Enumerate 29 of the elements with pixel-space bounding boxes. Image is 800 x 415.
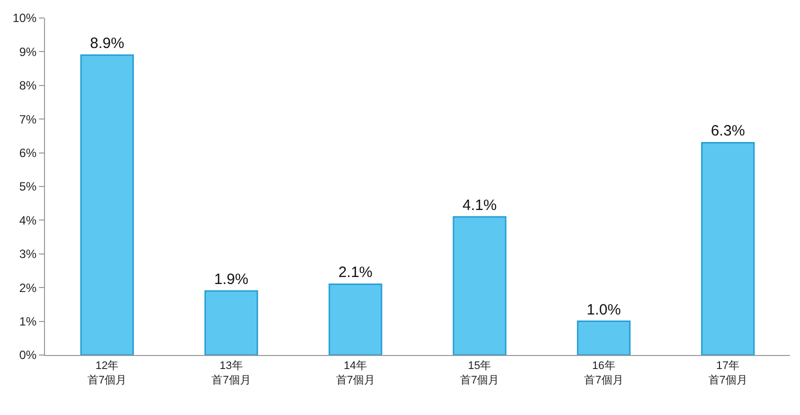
data-label: 1.9%	[214, 270, 248, 288]
y-tick-label: 0%	[19, 348, 37, 362]
bar	[576, 320, 631, 355]
bar	[204, 290, 258, 355]
x-tick-label: 14年首7個月	[336, 360, 375, 386]
data-label: 8.9%	[90, 35, 124, 52]
data-label: 6.3%	[710, 122, 746, 140]
bar	[328, 283, 382, 355]
x-tick-label: 15年首7個月	[460, 360, 500, 386]
y-tick-label: 4%	[19, 213, 37, 228]
y-tick-label: 8%	[19, 78, 37, 93]
x-tick-label: 12年首7個月	[88, 360, 127, 386]
data-label: 2.1%	[338, 264, 373, 282]
y-tick-label: 7%	[19, 112, 37, 126]
bar	[452, 216, 506, 355]
x-tick-label: 13年首7個月	[212, 360, 251, 386]
y-tick-label: 6%	[19, 146, 37, 160]
data-label: 1.0%	[586, 301, 621, 318]
bar	[701, 142, 755, 355]
y-tick-label: 2%	[19, 280, 37, 295]
x-tick-label: 16年首7個月	[584, 360, 624, 386]
y-tick-label: 9%	[19, 44, 37, 59]
y-tick-label: 3%	[19, 247, 37, 262]
y-tick-label: 5%	[19, 180, 37, 194]
y-tick-label: 1%	[19, 314, 37, 328]
data-label: 4.1%	[462, 196, 497, 214]
x-tick-label: 17年首7個月	[708, 360, 748, 386]
bar	[80, 54, 134, 355]
y-tick-label: 10%	[12, 11, 37, 26]
